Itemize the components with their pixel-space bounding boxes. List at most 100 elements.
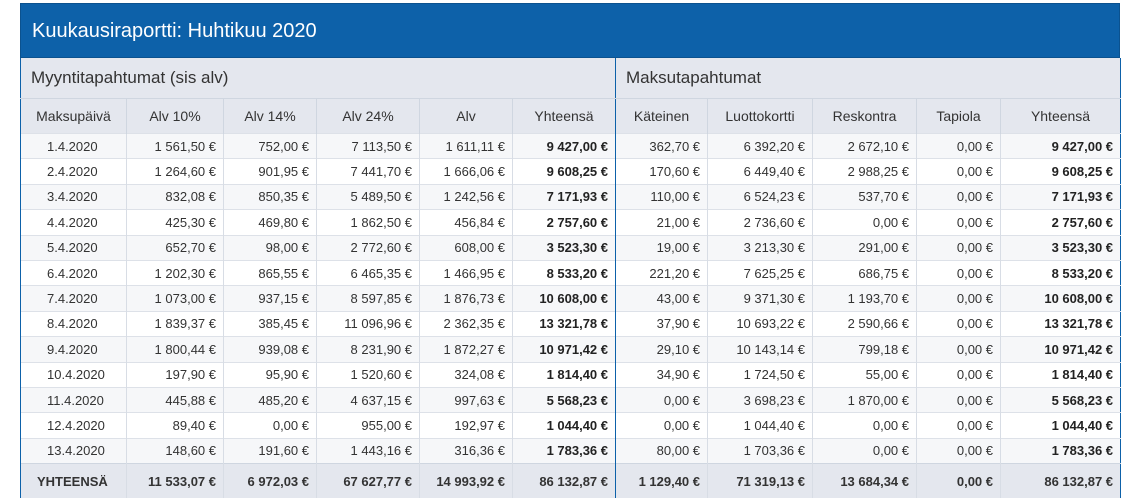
amount-cell: 6 392,20 € (707, 132, 813, 159)
amount-cell: 1 872,27 € (419, 336, 513, 363)
column-header: Käteinen (615, 98, 708, 134)
amount-cell: 799,18 € (812, 336, 917, 363)
total-cell: 67 627,77 € (316, 463, 420, 498)
amount-cell: 1 724,50 € (707, 361, 813, 388)
amount-cell: 6 524,23 € (707, 183, 813, 210)
amount-cell: 2 736,60 € (707, 209, 813, 236)
amount-cell: 0,00 € (916, 336, 1001, 363)
date-cell: 11.4.2020 (20, 386, 127, 413)
date-cell: 12.4.2020 (20, 412, 127, 439)
amount-cell: 2 672,10 € (812, 132, 917, 159)
amount-cell: 0,00 € (916, 285, 1001, 312)
amount-cell: 10 608,00 € (511, 285, 616, 312)
amount-cell: 686,75 € (812, 259, 917, 286)
amount-cell: 385,45 € (223, 310, 317, 337)
amount-cell: 10 971,42 € (1000, 336, 1121, 363)
amount-cell: 1 666,06 € (419, 158, 513, 185)
amount-cell: 608,00 € (419, 234, 513, 261)
date-cell: 1.4.2020 (20, 132, 127, 159)
amount-cell: 0,00 € (916, 361, 1001, 388)
date-cell: 13.4.2020 (20, 437, 127, 464)
amount-cell: 21,00 € (615, 209, 708, 236)
amount-cell: 192,97 € (419, 412, 513, 439)
amount-cell: 0,00 € (916, 132, 1001, 159)
amount-cell: 95,90 € (223, 361, 317, 388)
table-row: 4.4.2020 425,30 €469,80 €1 862,50 €456,84… (20, 209, 1121, 236)
amount-cell: 19,00 € (615, 234, 708, 261)
amount-cell: 0,00 € (916, 437, 1001, 464)
amount-cell: 652,70 € (126, 234, 224, 261)
amount-cell: 0,00 € (812, 412, 917, 439)
amount-cell: 10 971,42 € (511, 336, 616, 363)
amount-cell: 1 800,44 € (126, 336, 224, 363)
amount-cell: 1 443,16 € (316, 437, 420, 464)
amount-cell: 5 568,23 € (1000, 386, 1121, 413)
amount-cell: 456,84 € (419, 209, 513, 236)
table-row: 1.4.2020 1 561,50 €752,00 €7 113,50 €1 61… (20, 132, 1121, 159)
column-header: Yhteensä (1000, 98, 1121, 134)
amount-cell: 8 533,20 € (511, 259, 616, 286)
amount-cell: 89,40 € (126, 412, 224, 439)
amount-cell: 197,90 € (126, 361, 224, 388)
amount-cell: 0,00 € (916, 386, 1001, 413)
amount-cell: 955,00 € (316, 412, 420, 439)
amount-cell: 13 321,78 € (1000, 310, 1121, 337)
amount-cell: 1 839,37 € (126, 310, 224, 337)
amount-cell: 1 783,36 € (511, 437, 616, 464)
column-header: Alv 10% (126, 98, 224, 134)
total-cell: 13 684,34 € (812, 463, 917, 498)
amount-cell: 10 143,14 € (707, 336, 813, 363)
amount-cell: 1 073,00 € (126, 285, 224, 312)
report-table: Myyntitapahtumat (sis alv) Maksutapahtum… (19, 58, 1122, 498)
amount-cell: 997,63 € (419, 386, 513, 413)
amount-cell: 937,15 € (223, 285, 317, 312)
total-cell: 1 129,40 € (615, 463, 708, 498)
total-cell: 6 972,03 € (223, 463, 317, 498)
amount-cell: 537,70 € (812, 183, 917, 210)
amount-cell: 2 757,60 € (1000, 209, 1121, 236)
amount-cell: 9 371,30 € (707, 285, 813, 312)
amount-cell: 865,55 € (223, 259, 317, 286)
amount-cell: 3 523,30 € (511, 234, 616, 261)
amount-cell: 6 449,40 € (707, 158, 813, 185)
amount-cell: 55,00 € (812, 361, 917, 388)
amount-cell: 1 202,30 € (126, 259, 224, 286)
amount-cell: 1 044,40 € (511, 412, 616, 439)
report-title: Kuukausiraportti: Huhtikuu 2020 (20, 3, 1120, 58)
amount-cell: 7 171,93 € (1000, 183, 1121, 210)
total-cell: 14 993,92 € (419, 463, 513, 498)
amount-cell: 7 171,93 € (511, 183, 616, 210)
table-row: 11.4.2020 445,88 €485,20 €4 637,15 €997,6… (20, 386, 1121, 413)
amount-cell: 37,90 € (615, 310, 708, 337)
amount-cell: 9 427,00 € (1000, 132, 1121, 159)
amount-cell: 1 466,95 € (419, 259, 513, 286)
date-cell: 4.4.2020 (20, 209, 127, 236)
amount-cell: 1 193,70 € (812, 285, 917, 312)
amount-cell: 0,00 € (615, 412, 708, 439)
amount-cell: 170,60 € (615, 158, 708, 185)
totals-label: YHTEENSÄ (20, 463, 127, 498)
amount-cell: 362,70 € (615, 132, 708, 159)
amount-cell: 1 814,40 € (1000, 361, 1121, 388)
amount-cell: 43,00 € (615, 285, 708, 312)
amount-cell: 2 590,66 € (812, 310, 917, 337)
amount-cell: 324,08 € (419, 361, 513, 388)
column-header: Alv 14% (223, 98, 317, 134)
amount-cell: 1 044,40 € (707, 412, 813, 439)
date-cell: 10.4.2020 (20, 361, 127, 388)
amount-cell: 0,00 € (916, 158, 1001, 185)
amount-cell: 0,00 € (812, 437, 917, 464)
date-cell: 7.4.2020 (20, 285, 127, 312)
amount-cell: 1 870,00 € (812, 386, 917, 413)
total-cell: 11 533,07 € (126, 463, 224, 498)
table-row: 6.4.2020 1 202,30 €865,55 €6 465,35 €1 46… (20, 259, 1121, 286)
date-cell: 3.4.2020 (20, 183, 127, 210)
amount-cell: 13 321,78 € (511, 310, 616, 337)
amount-cell: 0,00 € (916, 209, 1001, 236)
amount-cell: 0,00 € (223, 412, 317, 439)
amount-cell: 148,60 € (126, 437, 224, 464)
amount-cell: 1 044,40 € (1000, 412, 1121, 439)
total-cell: 0,00 € (916, 463, 1001, 498)
table-row: 2.4.2020 1 264,60 €901,95 €7 441,70 €1 66… (20, 158, 1121, 185)
amount-cell: 2 757,60 € (511, 209, 616, 236)
